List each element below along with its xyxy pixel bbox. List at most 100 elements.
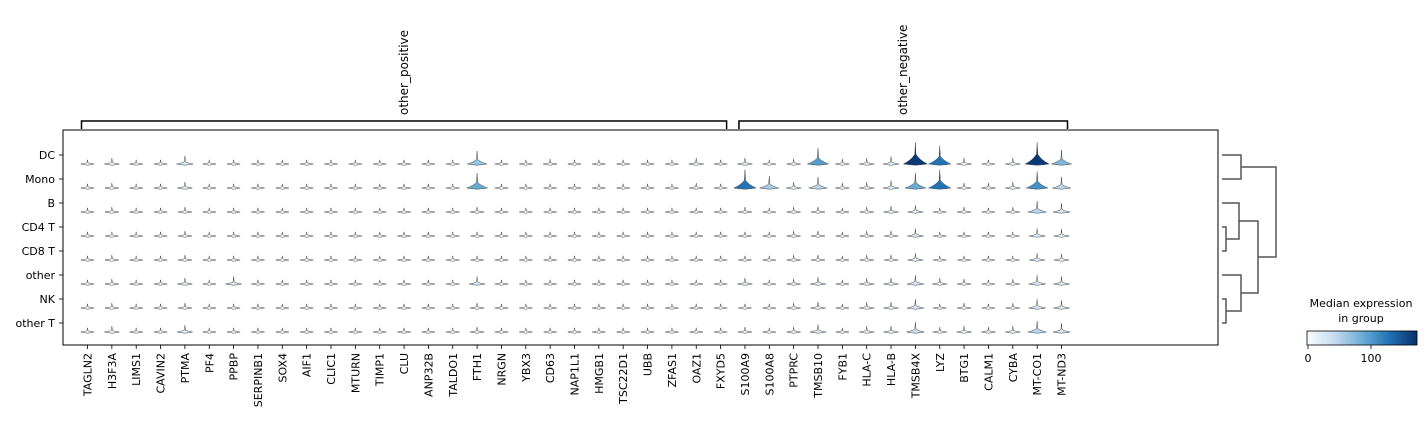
- violin-TAGLN2-B: [80, 207, 95, 214]
- violin-CAVIN2-CD4-T: [153, 231, 168, 238]
- violin-UBB-other-T: [640, 327, 655, 334]
- violin-H3F3A-NK: [104, 303, 119, 310]
- violin-CLIC1-other-T: [324, 327, 338, 334]
- violin-SOX4-other: [275, 279, 289, 286]
- x-tick-label: ANP32B: [422, 353, 435, 397]
- violin-HMGB1-DC: [592, 159, 606, 166]
- violin-UBB-CD4-T: [640, 231, 655, 238]
- violin-MTURN-other: [348, 279, 363, 286]
- violin-FTH1-Mono: [466, 173, 488, 190]
- violin-SOX4-B: [275, 207, 289, 214]
- violin-NRGN-Mono: [494, 183, 509, 190]
- colorbar-tick-label-100: 100: [1361, 352, 1382, 365]
- violin-UBB-CD8-T: [640, 255, 655, 262]
- violin-PTMA-other-T: [177, 325, 193, 334]
- dendrogram-branch: [1239, 220, 1259, 294]
- violin-S100A8-NK: [762, 303, 776, 310]
- violin-MT-CO1-other: [1028, 275, 1046, 286]
- violin-YBX3-B: [519, 207, 533, 214]
- violin-BTG1-other: [957, 279, 972, 286]
- violin-ZFAS1-B: [665, 207, 679, 214]
- violin-TSC22D1-CD4-T: [616, 231, 630, 238]
- violin-CAVIN2-NK: [153, 303, 168, 310]
- violin-HLA-B-CD4-T: [883, 231, 899, 238]
- x-tick-label: HLA-B: [885, 353, 898, 386]
- violin-HLA-C-DC: [859, 158, 875, 166]
- violin-TIMP1-other: [373, 279, 387, 286]
- violin-PF4-CD8-T: [202, 255, 216, 262]
- violin-BTG1-CD4-T: [957, 231, 971, 238]
- x-tick-label: CLU: [398, 353, 411, 374]
- violin-YBX3-Mono: [519, 183, 533, 190]
- violin-SOX4-Mono: [275, 183, 289, 190]
- x-tick-label: BTG1: [958, 353, 971, 383]
- violin-YBX3-CD8-T: [519, 255, 533, 262]
- violin-CYBA-CD4-T: [1006, 231, 1020, 238]
- violin-TALDO1-other: [446, 279, 460, 286]
- violin-MT-ND3-other-T: [1052, 323, 1071, 334]
- violin-FXYD5-CD4-T: [713, 231, 728, 238]
- violin-TALDO1-CD8-T: [446, 255, 460, 262]
- violin-ZFAS1-CD8-T: [665, 255, 679, 262]
- violin-HLA-C-other: [859, 278, 875, 286]
- violin-MTURN-DC: [348, 159, 363, 166]
- violin-CALM1-other-T: [981, 327, 996, 334]
- violin-HMGB1-B: [592, 207, 606, 214]
- violin-HLA-B-B: [883, 206, 899, 214]
- violin-MTURN-CD4-T: [348, 231, 363, 238]
- violin-ZFAS1-CD4-T: [665, 231, 679, 238]
- violin-HLA-B-DC: [882, 156, 900, 166]
- violin-YBX3-other: [519, 279, 533, 286]
- violin-ZFAS1-DC: [665, 159, 679, 166]
- violin-TMSB4X-other-T: [906, 322, 925, 334]
- violin-CLU-B: [397, 207, 411, 214]
- violin-MT-ND3-NK: [1053, 300, 1070, 310]
- violin-CD63-other: [543, 279, 557, 286]
- violin-TIMP1-Mono: [373, 183, 387, 190]
- violin-TIMP1-CD8-T: [373, 255, 387, 262]
- violin-BTG1-other-T: [956, 326, 972, 334]
- violin-UBB-other: [640, 279, 655, 286]
- violin-PPBP-other-T: [226, 327, 241, 334]
- violin-PTMA-DC: [176, 155, 194, 166]
- violin-FXYD5-NK: [713, 303, 728, 310]
- x-tick-label: TMSB4X: [909, 353, 922, 400]
- violin-YBX3-CD4-T: [519, 231, 533, 238]
- violin-CALM1-Mono: [981, 183, 996, 190]
- violin-TSC22D1-other-T: [616, 327, 630, 334]
- violin-FXYD5-B: [713, 207, 728, 214]
- violin-PPBP-CD8-T: [226, 255, 241, 262]
- violin-NRGN-CD8-T: [494, 255, 509, 262]
- x-tick-label: FTH1: [471, 353, 484, 381]
- violin-LIMS1-DC: [129, 159, 143, 166]
- violin-TMSB10-Mono: [808, 177, 828, 190]
- violin-PTMA-B: [177, 207, 192, 214]
- y-tick-label: NK: [40, 293, 56, 306]
- violin-CLU-DC: [397, 159, 411, 166]
- x-tick-label: PTMA: [179, 353, 192, 384]
- violin-LIMS1-B: [129, 207, 143, 214]
- dendrogram-branch: [1241, 166, 1277, 258]
- violin-TMSB10-B: [810, 207, 826, 214]
- gene-group-brackets: other_positive other_negative: [80, 25, 1069, 129]
- violin-CLU-NK: [397, 303, 411, 310]
- violin-CALM1-other: [981, 279, 996, 286]
- violin-TAGLN2-CD8-T: [80, 255, 95, 262]
- violin-MT-CO1-DC: [1024, 142, 1050, 166]
- x-tick-label: TALDO1: [447, 353, 460, 398]
- x-tick-label: MT-ND3: [1056, 353, 1069, 396]
- violin-FTH1-other-T: [470, 327, 485, 334]
- violin-NRGN-NK: [494, 303, 509, 310]
- dendrogram-branch: [1222, 226, 1227, 252]
- violin-H3F3A-other-T: [104, 326, 120, 334]
- violin-NAP1L1-Mono: [567, 183, 582, 190]
- violin-AIF1-Mono: [299, 183, 314, 190]
- violin-CALM1-B: [981, 207, 996, 214]
- violin-FTH1-CD4-T: [470, 231, 484, 238]
- violin-MT-CO1-B: [1027, 201, 1047, 214]
- violin-NAP1L1-B: [567, 207, 582, 214]
- violin-S100A8-B: [762, 207, 776, 214]
- violin-PF4-other-T: [202, 327, 216, 334]
- violin-ANP32B-CD8-T: [421, 255, 436, 262]
